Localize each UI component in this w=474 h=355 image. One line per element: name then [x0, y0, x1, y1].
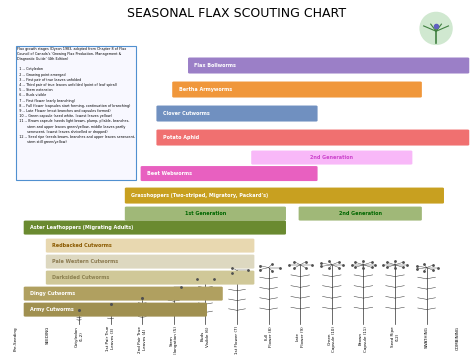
Text: Seed Ripe
(12): Seed Ripe (12)	[391, 326, 399, 346]
Text: Grasshoppers (Two-striped, Migratory, Packard's): Grasshoppers (Two-striped, Migratory, Pa…	[131, 193, 268, 198]
Text: 2nd Generation: 2nd Generation	[339, 211, 382, 216]
FancyBboxPatch shape	[156, 105, 318, 121]
Text: Green
Capsule (10): Green Capsule (10)	[328, 326, 336, 352]
Text: SEASONAL FLAX SCOUTING CHART: SEASONAL FLAX SCOUTING CHART	[128, 7, 346, 20]
Text: 1st Flower (7): 1st Flower (7)	[235, 326, 239, 354]
Text: Redbacked Cutworms: Redbacked Cutworms	[52, 243, 112, 248]
FancyBboxPatch shape	[46, 271, 255, 285]
Text: Bertha Armyworms: Bertha Armyworms	[179, 87, 232, 92]
Text: Late
Flower (9): Late Flower (9)	[296, 326, 304, 347]
Text: Darksided Cutworms: Darksided Cutworms	[52, 275, 109, 280]
Text: Beet Webworms: Beet Webworms	[147, 171, 192, 176]
Text: Pre-Seeding: Pre-Seeding	[14, 326, 18, 351]
FancyBboxPatch shape	[251, 151, 412, 165]
Text: 1st Generation: 1st Generation	[185, 211, 226, 216]
Text: Clover Cutworms: Clover Cutworms	[163, 111, 210, 116]
Text: Flax Bollworms: Flax Bollworms	[194, 63, 236, 68]
FancyBboxPatch shape	[188, 58, 469, 73]
Text: 2nd Pair True
Leaves (4): 2nd Pair True Leaves (4)	[138, 326, 146, 353]
FancyBboxPatch shape	[16, 45, 136, 180]
Text: Army Cutworms: Army Cutworms	[30, 307, 74, 312]
FancyBboxPatch shape	[46, 255, 255, 269]
FancyBboxPatch shape	[156, 130, 469, 146]
Text: 1st Pair True
Leaves (3): 1st Pair True Leaves (3)	[106, 326, 115, 351]
FancyBboxPatch shape	[46, 239, 255, 253]
Circle shape	[420, 12, 452, 44]
FancyBboxPatch shape	[24, 302, 207, 317]
Text: Brown
Capsule (11): Brown Capsule (11)	[359, 326, 368, 352]
Text: Potato Aphid: Potato Aphid	[163, 135, 199, 140]
Text: Stem
Elongation (5): Stem Elongation (5)	[170, 326, 178, 355]
FancyBboxPatch shape	[24, 286, 223, 301]
Text: Full
Flower (8): Full Flower (8)	[264, 326, 273, 347]
FancyBboxPatch shape	[24, 220, 286, 235]
Text: SWATHING: SWATHING	[425, 326, 428, 348]
FancyBboxPatch shape	[299, 207, 422, 220]
Text: Aster Leafhoppers (Migrating Adults): Aster Leafhoppers (Migrating Adults)	[30, 225, 133, 230]
FancyBboxPatch shape	[172, 82, 422, 98]
Text: Dingy Cutworms: Dingy Cutworms	[30, 291, 75, 296]
FancyBboxPatch shape	[141, 166, 318, 181]
FancyBboxPatch shape	[125, 207, 286, 220]
FancyBboxPatch shape	[125, 187, 444, 203]
Text: Flax growth stages (Dyson 1983, adopted from Chapter 8 of Flax
Council of Canada: Flax growth stages (Dyson 1983, adopted …	[18, 47, 136, 144]
Text: 2nd Generation: 2nd Generation	[310, 155, 353, 160]
Text: SEEDING: SEEDING	[46, 326, 49, 344]
Text: Cotyledon
(1-2): Cotyledon (1-2)	[75, 326, 83, 347]
Text: COMBINING: COMBINING	[456, 326, 460, 350]
Text: Buds
Visible (6): Buds Visible (6)	[201, 326, 210, 346]
Text: Pale Western Cutworms: Pale Western Cutworms	[52, 259, 118, 264]
